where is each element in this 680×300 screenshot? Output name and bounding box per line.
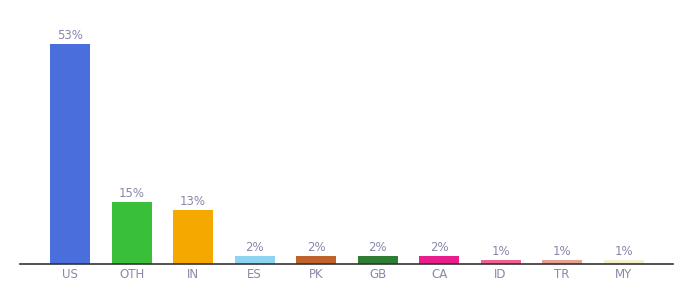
- Bar: [173, 210, 213, 264]
- Text: 2%: 2%: [430, 241, 448, 254]
- Bar: [112, 202, 152, 264]
- Bar: [481, 260, 520, 264]
- Text: 13%: 13%: [180, 195, 206, 208]
- Text: 1%: 1%: [614, 245, 633, 258]
- Text: 1%: 1%: [553, 245, 571, 258]
- Bar: [296, 256, 336, 264]
- Text: 2%: 2%: [369, 241, 387, 254]
- Text: 53%: 53%: [57, 29, 83, 42]
- Bar: [542, 260, 582, 264]
- Bar: [235, 256, 275, 264]
- Text: 15%: 15%: [118, 187, 145, 200]
- Text: 2%: 2%: [307, 241, 325, 254]
- Text: 2%: 2%: [245, 241, 264, 254]
- Bar: [50, 44, 90, 264]
- Bar: [358, 256, 398, 264]
- Text: 1%: 1%: [491, 245, 510, 258]
- Bar: [604, 260, 643, 264]
- Bar: [419, 256, 459, 264]
